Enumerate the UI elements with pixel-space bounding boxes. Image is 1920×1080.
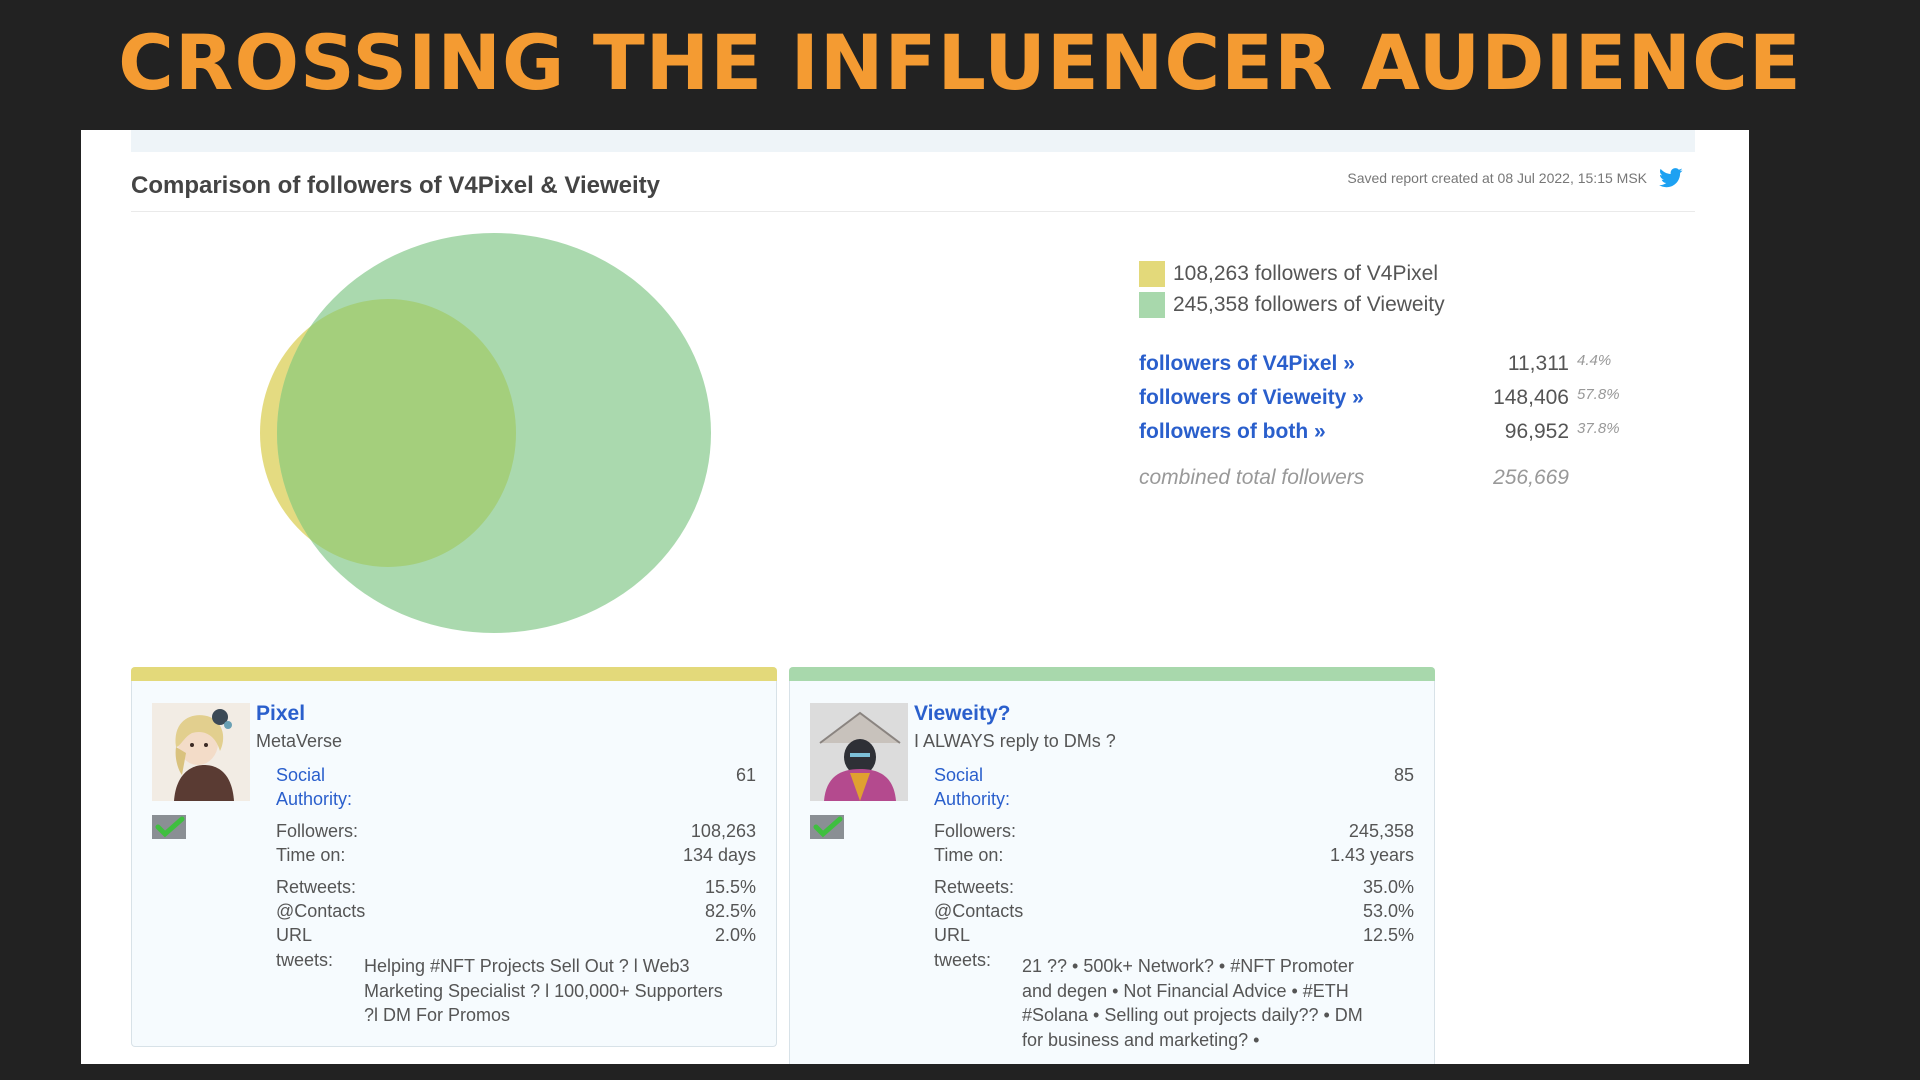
venn-diagram	[260, 233, 711, 633]
report-header: Comparison of followers of V4Pixel & Vie…	[131, 166, 1695, 212]
stat-row-combined-total: combined total followers 256,669	[1139, 466, 1699, 500]
venn-overlap	[277, 299, 516, 567]
time-on-value: 134 days	[682, 845, 756, 865]
contacts-value: 53.0%	[1362, 901, 1414, 921]
social-authority-value: 85	[1393, 765, 1414, 785]
profile-name[interactable]: Pixel	[256, 702, 306, 725]
retweets-row: Retweets: 35.0%	[934, 875, 1414, 899]
stat-row-both: followers of both » 96,952 37.8%	[1139, 420, 1699, 454]
profile-bio: 21 ?? • 500k+ Network? • #NFT Promoter a…	[1022, 956, 1363, 1050]
verified-check-icon	[152, 815, 186, 839]
tweets-bio-row: tweets: Helping #NFT Projects Sell Out ?…	[276, 948, 756, 1028]
followers-row: Followers: 245,358	[934, 819, 1414, 843]
url-row: URL 12.5%	[934, 923, 1414, 947]
followers-of-both-link[interactable]: followers of both »	[1139, 420, 1326, 443]
contacts-value: 82.5%	[704, 901, 756, 921]
saved-report-note: Saved report created at 08 Jul 2022, 15:…	[1347, 170, 1647, 186]
retweets-row: Retweets: 15.5%	[276, 875, 756, 899]
legend-swatch-vieweity	[1139, 291, 1165, 318]
time-on-row: Time on: 1.43 years	[934, 843, 1414, 867]
followers-row: Followers: 108,263	[276, 819, 756, 843]
time-on-label: Time on:	[934, 845, 1004, 865]
tweets-bio-row: tweets: 21 ?? • 500k+ Network? • #NFT Pr…	[934, 948, 1414, 1052]
legend-item-vieweity: 245,358 followers of Vieweity	[1139, 289, 1445, 320]
contacts-label: @Contacts	[276, 901, 366, 921]
profile-stats: Social Authority: 61 Followers: 108,263 …	[276, 763, 756, 1028]
stat-count: 11,311	[1507, 352, 1569, 375]
stat-percent: 57.8%	[1577, 386, 1620, 403]
retweets-value: 35.0%	[1362, 877, 1414, 897]
card-color-bar	[131, 667, 777, 681]
profile-card-vieweity: Vieweity? I ALWAYS reply to DMs ? Social…	[789, 667, 1435, 1064]
top-strip	[131, 130, 1695, 152]
retweets-label: Retweets:	[934, 877, 1015, 897]
legend-label: 108,263 followers of V4Pixel	[1173, 261, 1438, 285]
url-value: 12.5%	[1362, 925, 1414, 945]
retweets-value: 15.5%	[704, 877, 756, 897]
url-row: URL 2.0%	[276, 923, 756, 947]
followers-value: 108,263	[690, 821, 756, 841]
avatar[interactable]	[810, 703, 908, 801]
card-color-bar	[789, 667, 1435, 681]
stat-count: 148,406	[1493, 386, 1569, 409]
url-label: URL	[276, 925, 313, 945]
stat-row-vieweity: followers of Vieweity » 148,406 57.8%	[1139, 386, 1699, 420]
url-label: URL	[934, 925, 971, 945]
social-authority-row: Social Authority: 85	[934, 763, 1414, 811]
profile-card-pixel: Pixel MetaVerse Social Authority: 61 Fol…	[131, 667, 777, 1047]
report-screenshot: Comparison of followers of V4Pixel & Vie…	[81, 130, 1749, 1064]
twitter-bird-icon[interactable]	[1659, 168, 1683, 188]
followers-of-vieweity-link[interactable]: followers of Vieweity »	[1139, 386, 1364, 409]
contacts-row: @Contacts 82.5%	[276, 899, 756, 923]
followers-value: 245,358	[1348, 821, 1414, 841]
social-authority-row: Social Authority: 61	[276, 763, 756, 811]
profile-name[interactable]: Vieweity?	[914, 702, 1011, 725]
followers-of-v4pixel-link[interactable]: followers of V4Pixel »	[1139, 352, 1355, 375]
followers-label: Followers:	[276, 821, 359, 841]
legend-label: 245,358 followers of Vieweity	[1173, 292, 1445, 316]
report-title: Comparison of followers of V4Pixel & Vie…	[131, 172, 661, 199]
social-authority-value: 61	[735, 765, 756, 785]
profile-subtitle: MetaVerse	[256, 731, 343, 751]
tweets-label: tweets:	[934, 950, 992, 970]
time-on-label: Time on:	[276, 845, 346, 865]
time-on-row: Time on: 134 days	[276, 843, 756, 867]
retweets-label: Retweets:	[276, 877, 357, 897]
legend-item-v4pixel: 108,263 followers of V4Pixel	[1139, 258, 1445, 289]
social-authority-link[interactable]: Social Authority:	[934, 765, 1011, 809]
slide-title: CROSSING THE INFLUENCER AUDIENCE	[118, 18, 1802, 107]
avatar[interactable]	[152, 703, 250, 801]
tweets-label: tweets:	[276, 950, 334, 970]
combined-total-count: 256,669	[1493, 466, 1569, 489]
stat-row-v4pixel: followers of V4Pixel » 11,311 4.4%	[1139, 352, 1699, 386]
contacts-label: @Contacts	[934, 901, 1024, 921]
combined-total-label: combined total followers	[1139, 466, 1365, 489]
profile-subtitle: I ALWAYS reply to DMs ?	[914, 731, 1116, 751]
social-authority-link[interactable]: Social Authority:	[276, 765, 353, 809]
followers-label: Followers:	[934, 821, 1017, 841]
stat-percent: 37.8%	[1577, 420, 1620, 437]
verified-check-icon	[810, 815, 844, 839]
legend-swatch-v4pixel	[1139, 260, 1165, 287]
follower-stats: followers of V4Pixel » 11,311 4.4% follo…	[1139, 352, 1699, 500]
url-value: 2.0%	[714, 925, 756, 945]
time-on-value: 1.43 years	[1329, 845, 1414, 865]
profile-stats: Social Authority: 85 Followers: 245,358 …	[934, 763, 1414, 1052]
legend: 108,263 followers of V4Pixel 245,358 fol…	[1139, 258, 1445, 320]
stat-percent: 4.4%	[1577, 352, 1612, 369]
contacts-row: @Contacts 53.0%	[934, 899, 1414, 923]
stat-count: 96,952	[1504, 420, 1569, 443]
profile-bio: Helping #NFT Projects Sell Out ? l Web3 …	[364, 956, 723, 1025]
